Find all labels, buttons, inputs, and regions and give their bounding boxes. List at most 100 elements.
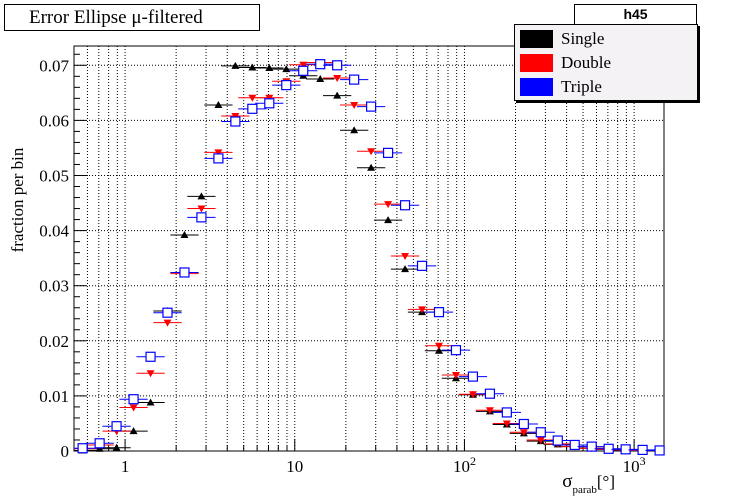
x-axis-label-unit: [°] [597, 472, 615, 491]
legend-item-single: Single [520, 28, 695, 50]
chart-title-box: Error Ellipse μ-filtered [4, 4, 260, 31]
marker-triangle-down [418, 306, 427, 314]
marker-triangle-up [214, 100, 223, 108]
x-axis-label-symbol: σ [562, 471, 572, 492]
marker-triangle-down [163, 319, 172, 327]
marker-triangle-up [197, 192, 206, 200]
chart-title: Error Ellipse μ-filtered [29, 7, 203, 28]
marker-open-square [399, 200, 411, 211]
y-tick-label: 0.07 [39, 56, 69, 75]
grid-lines [73, 46, 664, 451]
series-double [74, 59, 664, 455]
marker-triangle-up [231, 61, 240, 69]
marker-open-square [298, 65, 309, 76]
marker-triangle-down [214, 149, 223, 157]
marker-open-square [467, 371, 479, 382]
marker-open-square [349, 74, 360, 85]
marker-open-square [416, 260, 428, 271]
marker-triangle-up [350, 126, 359, 134]
x-axis-label-subscript: parab [572, 484, 597, 496]
marker-triangle-down [248, 94, 257, 102]
marker-triangle-up [265, 64, 274, 72]
legend-swatch-double [520, 54, 553, 72]
data-marks [74, 59, 665, 456]
marker-triangle-down [401, 252, 410, 260]
marker-open-square [111, 421, 122, 432]
series-triple [74, 59, 665, 456]
marker-open-square [552, 435, 563, 446]
stats-histogram-name: h45 [575, 5, 696, 25]
marker-triangle-up [129, 427, 138, 435]
plot-frame [73, 45, 665, 452]
y-tick-label: 0.03 [39, 277, 69, 296]
marker-open-square [484, 388, 496, 399]
marker-open-square [569, 439, 580, 451]
marker-open-square [501, 407, 512, 418]
legend-label-single: Single [561, 29, 605, 48]
marker-triangle-down [468, 391, 477, 399]
marker-open-square [586, 441, 597, 452]
marker-triangle-up [367, 163, 376, 171]
x-tick-label: 103 [623, 454, 646, 476]
marker-open-square [94, 438, 105, 449]
marker-open-square [332, 60, 343, 71]
marker-triangle-up [384, 216, 393, 224]
legend-item-triple: Triple [520, 76, 695, 98]
marker-open-square [315, 59, 326, 70]
marker-open-square [518, 418, 529, 430]
marker-open-square [179, 267, 190, 278]
marker-open-square [382, 147, 394, 158]
marker-triangle-up [248, 63, 257, 71]
y-axis-label: fraction per bin [8, 147, 27, 252]
marker-open-square [620, 444, 631, 455]
y-tick-label: 0.06 [39, 111, 69, 130]
marker-triangle-up [112, 443, 121, 451]
marker-open-square [433, 307, 445, 318]
marker-triangle-up [180, 231, 189, 238]
y-tick-label: 0.05 [39, 166, 69, 185]
marker-open-square [77, 443, 88, 454]
marker-triangle-up [434, 346, 443, 354]
marker-open-square [637, 444, 648, 455]
marker-triangle-down [299, 61, 308, 69]
marker-triangle-up [146, 398, 155, 406]
marker-open-square [162, 307, 173, 318]
y-tick-label: 0 [61, 442, 70, 461]
marker-triangle-up [316, 75, 325, 83]
marker-triangle-down [485, 407, 494, 415]
marker-open-square [196, 212, 207, 223]
marker-triangle-up [401, 265, 410, 273]
legend: Single Double Triple [514, 24, 698, 101]
marker-triangle-down [536, 436, 545, 444]
marker-open-square [145, 351, 156, 362]
marker-open-square [128, 394, 139, 405]
marker-open-square [366, 101, 377, 112]
marker-triangle-down [129, 404, 138, 412]
marker-open-square [264, 98, 275, 109]
marker-triangle-down [451, 371, 460, 379]
x-tick-label: 1 [121, 457, 130, 476]
legend-item-double: Double [520, 52, 695, 74]
x-axis-label: σparab[°] [562, 471, 615, 496]
marker-triangle-down [333, 74, 342, 82]
marker-triangle-down [519, 429, 528, 437]
marker-triangle-up [333, 91, 342, 99]
marker-open-square [281, 80, 292, 91]
x-tick-label: 10 [286, 457, 303, 476]
marker-triangle-down [197, 205, 206, 213]
marker-triangle-down [502, 420, 511, 428]
marker-open-square [654, 445, 665, 456]
marker-triangle-up [282, 65, 291, 73]
y-tick-label: 0.01 [39, 387, 69, 406]
marker-open-square [230, 116, 241, 127]
marker-open-square [213, 153, 224, 164]
marker-triangle-down [434, 342, 443, 350]
legend-label-triple: Triple [561, 77, 602, 96]
marker-open-square [535, 427, 546, 438]
marker-triangle-down [146, 370, 155, 378]
marker-open-square [247, 103, 258, 114]
legend-label-double: Double [561, 53, 612, 72]
marker-open-square [603, 443, 614, 454]
legend-swatch-triple [520, 78, 553, 96]
